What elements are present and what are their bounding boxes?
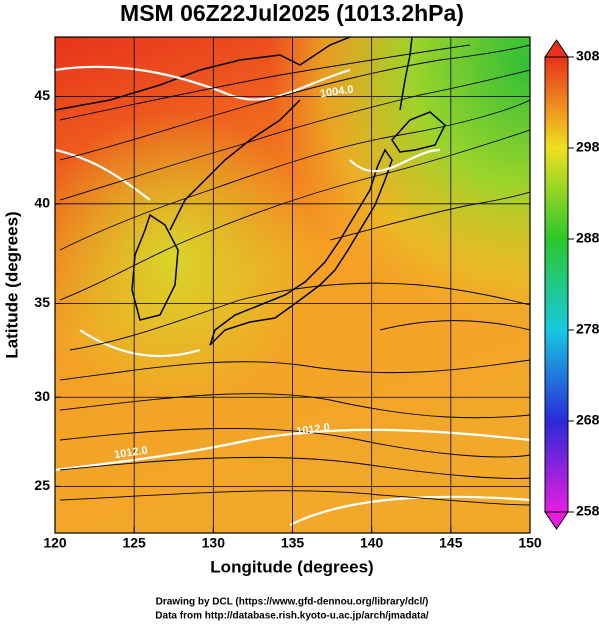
isobars <box>55 65 530 526</box>
contour-label: 1012.0 <box>113 445 148 462</box>
coastlines <box>55 37 446 346</box>
y-tick-label: 45 <box>34 87 50 103</box>
colorbar: 258 268 278 288 298 308 <box>544 39 599 530</box>
colorbar-tick-label: 278 <box>576 321 599 337</box>
credit-line: Drawing by DCL (https://www.gfd-dennou.o… <box>156 597 429 608</box>
x-tick-label: 125 <box>122 535 146 551</box>
map-field: 1004.0 1012.0 1012.0 <box>55 37 530 533</box>
x-tick-label: 150 <box>518 535 542 551</box>
x-tick-label: 140 <box>360 535 384 551</box>
credit-line: Data from http://database.rish.kyoto-u.a… <box>155 611 429 622</box>
y-tick-label: 40 <box>34 194 50 210</box>
x-tick-label: 145 <box>439 535 463 551</box>
colorbar-tick-label: 258 <box>576 503 599 519</box>
contour-label: 1012.0 <box>296 421 331 438</box>
colorbar-tick-label: 308 <box>576 48 599 64</box>
colorbar-min-arrow <box>544 511 569 530</box>
y-axis-label: Latitude (degrees) <box>2 211 21 358</box>
colorbar-body <box>544 56 569 513</box>
x-tick-label: 130 <box>202 535 226 551</box>
colorbar-tick-label: 298 <box>576 139 599 155</box>
x-tick-label: 135 <box>281 535 305 551</box>
x-axis-label: Longitude (degrees) <box>210 557 373 576</box>
x-tick-label: 120 <box>43 535 67 551</box>
y-tick-label: 35 <box>34 294 50 310</box>
colorbar-max-arrow <box>544 39 569 58</box>
colorbar-tick-label: 268 <box>576 412 599 428</box>
y-tick-label: 25 <box>34 477 50 493</box>
contour-labels: 1004.0 1012.0 1012.0 <box>113 84 354 462</box>
colorbar-tick-label: 288 <box>576 230 599 246</box>
y-tick-label: 30 <box>34 388 50 404</box>
title: MSM 06Z22Jul2025 (1013.2hPa) <box>120 0 464 26</box>
axes: 120 125 130 135 140 145 150 25 30 35 40 45 <box>34 87 541 550</box>
grid <box>55 37 530 533</box>
streamlines <box>59 44 530 506</box>
contour-label: 1004.0 <box>319 84 354 101</box>
